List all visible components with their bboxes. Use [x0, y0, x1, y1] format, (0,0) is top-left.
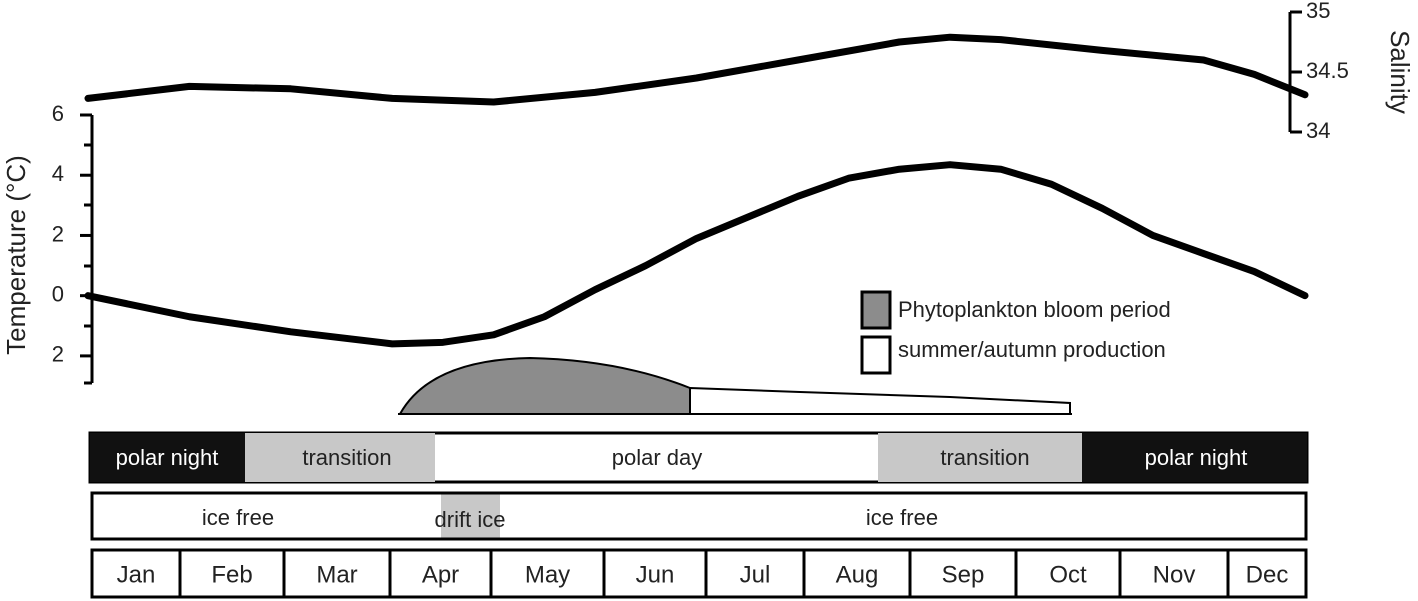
light-label: transition: [940, 445, 1029, 470]
y-tick-label: 0: [52, 281, 64, 306]
light-label: polar night: [116, 445, 219, 470]
bloom-area: [398, 356, 691, 415]
x-tick-label: Apr: [422, 561, 459, 588]
month-bar: [90, 548, 1308, 599]
light-segment: [878, 433, 1082, 482]
y2-tick-label: 34.5: [1306, 58, 1349, 83]
ice-label: ice free: [202, 505, 274, 530]
x-tick-label: Oct: [1049, 561, 1087, 588]
light-label: polar day: [612, 445, 703, 470]
x-tick-label: Nov: [1153, 561, 1196, 588]
y-axis-label: Temperature (°C): [1, 155, 31, 355]
x-tick-label: May: [525, 561, 570, 588]
x-tick-label: Mar: [316, 561, 357, 588]
y-tick-label: 6: [52, 101, 64, 126]
ice-label: drift ice: [435, 507, 506, 532]
y2-tick-label: 35: [1306, 0, 1330, 23]
x-tick-label: Jan: [117, 561, 156, 588]
y2-tick-label: 34: [1306, 118, 1330, 143]
x-tick-label: Feb: [211, 561, 252, 588]
y2-axis-label: Salinity: [1385, 30, 1415, 114]
light-label: polar night: [1145, 445, 1248, 470]
light-label: transition: [302, 445, 391, 470]
x-tick-label: Dec: [1246, 561, 1289, 588]
series-line: [84, 161, 1309, 348]
series-line: [84, 33, 1309, 106]
x-tick-label: Aug: [836, 561, 879, 588]
production-area: [689, 386, 1071, 415]
legend-swatch: [860, 335, 892, 375]
x-tick-label: Jun: [636, 561, 675, 588]
y-tick-label: 2: [52, 221, 64, 246]
light-segment: [1082, 433, 1307, 482]
legend-swatch: [860, 290, 892, 330]
legend-label: summer/autumn production: [898, 337, 1166, 362]
ice-label: ice free: [866, 505, 938, 530]
light-segment: [90, 433, 245, 482]
ice-bar: [90, 491, 1308, 541]
light-segment: [245, 433, 435, 482]
legend-label: Phytoplankton bloom period: [898, 297, 1171, 322]
ice-segment: [441, 493, 500, 539]
x-tick-label: Jul: [740, 561, 771, 588]
y-tick-label: 2: [52, 342, 64, 367]
y-tick-label: 4: [52, 161, 64, 186]
x-tick-label: Sep: [942, 561, 985, 588]
